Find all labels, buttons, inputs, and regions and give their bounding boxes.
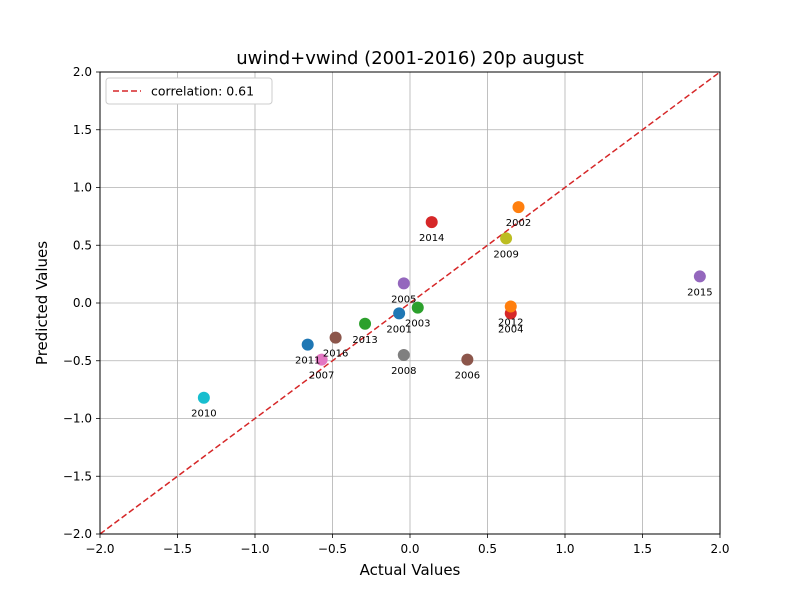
data-point-2016 xyxy=(329,331,342,344)
reference-line-layer xyxy=(99,71,721,535)
x-tick-label: −1.0 xyxy=(240,542,269,556)
x-tick-label: −1.5 xyxy=(163,542,192,556)
x-axis-label: Actual Values xyxy=(360,561,461,579)
data-point-2002 xyxy=(512,201,525,214)
point-label-2012: 2012 xyxy=(498,317,523,328)
point-label-2009: 2009 xyxy=(493,249,518,260)
y-tick-label: −0.5 xyxy=(63,354,92,368)
data-point-2014 xyxy=(425,216,438,229)
point-label-2014: 2014 xyxy=(419,233,444,244)
y-tick-label: −2.0 xyxy=(63,527,92,541)
y-tick-label: 2.0 xyxy=(73,65,92,79)
point-label-2007: 2007 xyxy=(309,371,334,382)
point-label-2008: 2008 xyxy=(391,366,416,377)
legend: correlation: 0.61 xyxy=(105,77,273,105)
data-point-2013 xyxy=(359,317,372,330)
data-point-2007 xyxy=(315,353,328,366)
point-label-2006: 2006 xyxy=(455,371,480,382)
x-tick-label: 0.0 xyxy=(400,542,419,556)
data-point-2003 xyxy=(411,301,424,314)
chart-title: uwind+vwind (2001-2016) 20p august xyxy=(236,48,584,69)
point-label-2015: 2015 xyxy=(687,287,712,298)
data-point-2010 xyxy=(197,391,210,404)
y-tick-label: 1.5 xyxy=(73,123,92,137)
data-point-2015 xyxy=(693,270,706,283)
y-axis-label: Predicted Values xyxy=(33,241,51,365)
x-tick-label: 1.0 xyxy=(555,542,574,556)
point-label-2010: 2010 xyxy=(191,409,216,420)
point-label-2016: 2016 xyxy=(323,349,348,360)
data-point-2006 xyxy=(461,353,474,366)
data-point-2011 xyxy=(301,338,314,351)
point-label-2011: 2011 xyxy=(295,356,320,367)
x-tick-label: 1.5 xyxy=(633,542,652,556)
y-tick-label: −1.0 xyxy=(63,412,92,426)
point-label-2003: 2003 xyxy=(405,319,430,330)
ticks-layer: −2.0 −1.5 −1.0 −0.5 0.0 0.5 1.0 1.5 2.0 −2.0 −1.5 −… xyxy=(63,65,730,556)
y-tick-label: 1.0 xyxy=(73,181,92,195)
point-labels-layer: 2001 2002 2003 2004 2005 2006 2007 2008 2009 2010… xyxy=(191,218,712,420)
legend-label: correlation: 0.61 xyxy=(151,84,254,99)
data-point-2008 xyxy=(397,348,410,361)
x-tick-label: −2.0 xyxy=(85,542,114,556)
point-label-2001: 2001 xyxy=(386,324,411,335)
data-point-2009 xyxy=(500,232,513,245)
y-tick-label: −1.5 xyxy=(63,469,92,483)
data-point-2005 xyxy=(397,277,410,290)
point-label-2013: 2013 xyxy=(352,335,377,346)
y-tick-label: 0.0 xyxy=(73,296,92,310)
x-tick-label: 2.0 xyxy=(710,542,729,556)
point-label-2004: 2004 xyxy=(498,324,523,335)
legend-box xyxy=(105,77,273,105)
point-label-2002: 2002 xyxy=(506,218,531,229)
data-point-2001 xyxy=(393,307,406,320)
x-tick-label: −0.5 xyxy=(318,542,347,556)
y-tick-label: 0.5 xyxy=(73,238,92,252)
data-point-2012 xyxy=(504,300,517,313)
correlation-reference-line xyxy=(99,71,721,535)
x-tick-label: 0.5 xyxy=(478,542,497,556)
point-label-2005: 2005 xyxy=(391,294,416,305)
points-layer xyxy=(197,201,706,404)
